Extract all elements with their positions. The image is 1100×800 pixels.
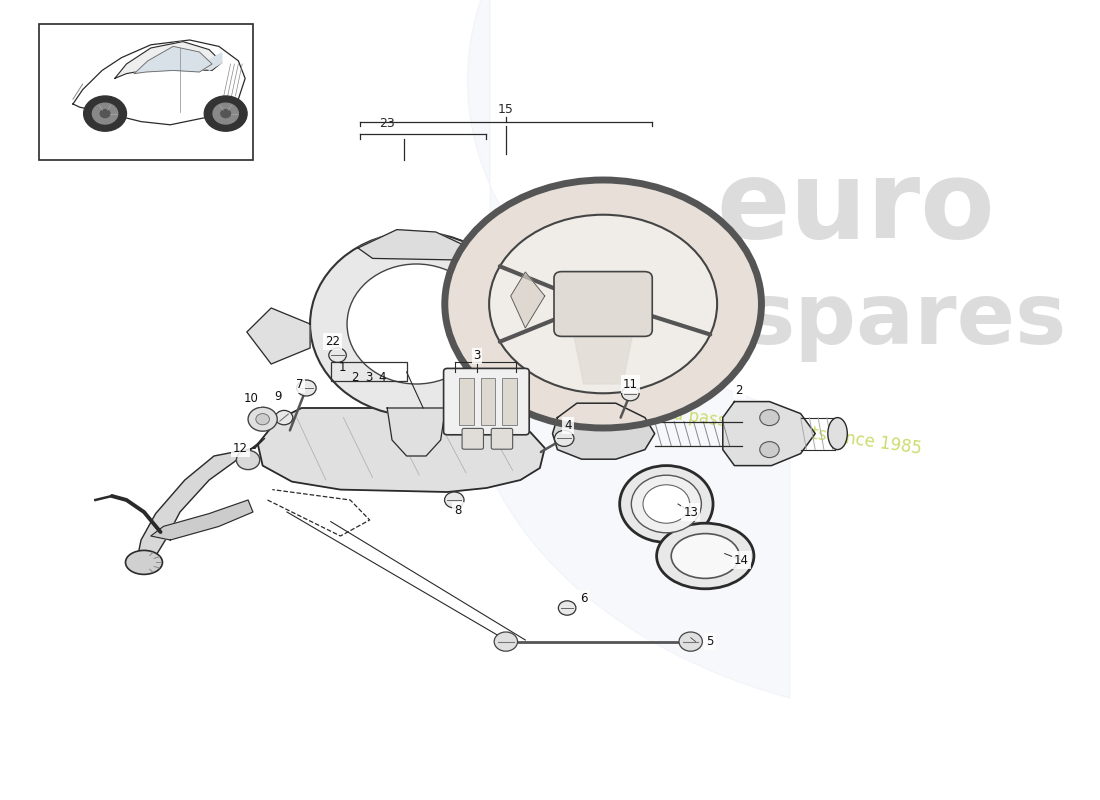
Bar bbox=[459, 378, 474, 426]
Polygon shape bbox=[257, 408, 544, 492]
FancyBboxPatch shape bbox=[492, 429, 513, 450]
Ellipse shape bbox=[490, 214, 717, 394]
Text: 4: 4 bbox=[378, 371, 386, 384]
FancyBboxPatch shape bbox=[554, 272, 652, 336]
Bar bbox=[331, 362, 407, 381]
Ellipse shape bbox=[828, 418, 847, 450]
FancyBboxPatch shape bbox=[462, 429, 484, 450]
Polygon shape bbox=[574, 336, 632, 384]
Ellipse shape bbox=[671, 534, 739, 578]
Text: 22: 22 bbox=[326, 335, 340, 348]
Circle shape bbox=[444, 492, 464, 508]
Text: 15: 15 bbox=[498, 103, 514, 116]
Text: 12: 12 bbox=[233, 442, 248, 454]
Circle shape bbox=[256, 414, 270, 425]
Polygon shape bbox=[723, 402, 815, 466]
Text: 2: 2 bbox=[736, 384, 744, 397]
Polygon shape bbox=[136, 438, 265, 564]
Circle shape bbox=[205, 96, 248, 131]
Polygon shape bbox=[522, 292, 581, 348]
Circle shape bbox=[494, 632, 517, 651]
Ellipse shape bbox=[346, 264, 486, 384]
Circle shape bbox=[679, 632, 703, 651]
Circle shape bbox=[236, 450, 260, 470]
Text: 2: 2 bbox=[351, 371, 359, 384]
Ellipse shape bbox=[310, 232, 522, 416]
Circle shape bbox=[554, 430, 574, 446]
Text: 3: 3 bbox=[473, 350, 481, 362]
Circle shape bbox=[621, 386, 639, 401]
Text: spares: spares bbox=[742, 278, 1066, 362]
Circle shape bbox=[84, 96, 126, 131]
Polygon shape bbox=[151, 500, 253, 540]
Text: 10: 10 bbox=[243, 392, 258, 405]
Polygon shape bbox=[510, 272, 544, 328]
Circle shape bbox=[221, 110, 231, 118]
Text: 9: 9 bbox=[275, 390, 282, 402]
Text: 8: 8 bbox=[454, 504, 462, 517]
Polygon shape bbox=[246, 308, 310, 364]
Polygon shape bbox=[134, 46, 212, 74]
Polygon shape bbox=[552, 403, 654, 459]
Text: 4: 4 bbox=[564, 419, 572, 432]
Polygon shape bbox=[387, 408, 446, 456]
Text: 11: 11 bbox=[623, 378, 638, 390]
Bar bbox=[481, 378, 495, 426]
Circle shape bbox=[249, 407, 277, 431]
Circle shape bbox=[329, 348, 346, 362]
Text: 1: 1 bbox=[339, 361, 346, 374]
Text: 6: 6 bbox=[580, 592, 587, 605]
Circle shape bbox=[644, 485, 690, 523]
Polygon shape bbox=[209, 53, 222, 70]
Ellipse shape bbox=[125, 550, 163, 574]
Circle shape bbox=[213, 103, 239, 124]
Circle shape bbox=[275, 410, 293, 425]
Text: 3: 3 bbox=[365, 371, 373, 384]
Bar bbox=[502, 378, 517, 426]
Text: euro: euro bbox=[717, 155, 996, 261]
Ellipse shape bbox=[657, 523, 754, 589]
Polygon shape bbox=[73, 40, 245, 125]
Circle shape bbox=[297, 380, 316, 396]
Circle shape bbox=[559, 601, 576, 615]
Text: 14: 14 bbox=[734, 554, 749, 566]
Circle shape bbox=[92, 103, 118, 124]
Ellipse shape bbox=[444, 180, 761, 428]
FancyBboxPatch shape bbox=[443, 368, 529, 435]
Circle shape bbox=[760, 410, 779, 426]
Circle shape bbox=[100, 110, 110, 118]
Circle shape bbox=[760, 442, 779, 458]
Bar bbox=[39, 24, 253, 160]
Polygon shape bbox=[114, 42, 222, 78]
Text: 7: 7 bbox=[296, 378, 304, 390]
Circle shape bbox=[619, 466, 713, 542]
Text: 5: 5 bbox=[706, 635, 714, 648]
Text: 23: 23 bbox=[379, 117, 395, 130]
Circle shape bbox=[631, 475, 702, 533]
Polygon shape bbox=[358, 230, 470, 260]
Text: a passion for parts since 1985: a passion for parts since 1985 bbox=[672, 406, 923, 458]
Text: 13: 13 bbox=[683, 506, 698, 518]
